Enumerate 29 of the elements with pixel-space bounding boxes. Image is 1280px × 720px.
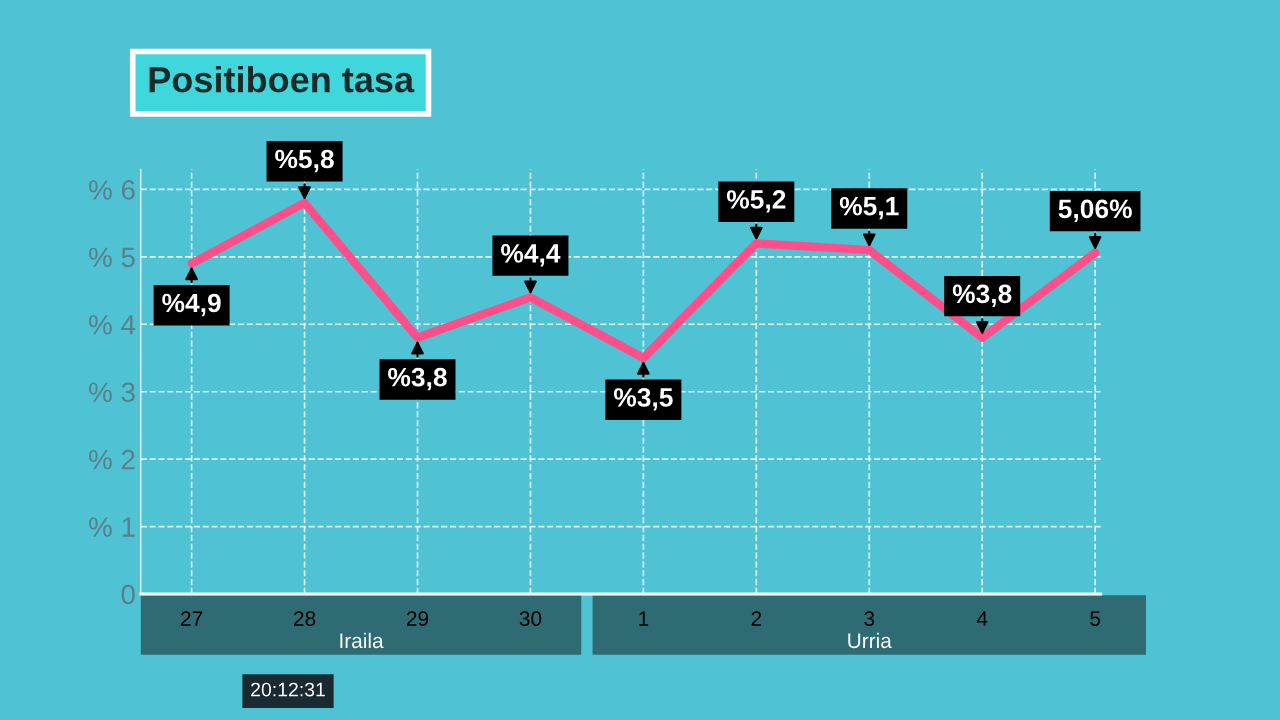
x-tick-label: 3	[864, 611, 875, 626]
x-tick-label: 5	[1090, 611, 1101, 626]
x-tick-label: 29	[406, 611, 429, 626]
x-tick-label: 1	[639, 611, 649, 626]
y-tick-label: % 6	[89, 180, 135, 200]
y-tick-label: % 2	[89, 449, 135, 470]
data-label: %3,5	[613, 388, 673, 411]
x-tick-label: 28	[294, 611, 316, 626]
x-tick-label: 27	[181, 611, 203, 626]
data-label: %3,8	[388, 367, 447, 391]
data-label: %5,8	[275, 149, 334, 173]
data-label: %4,4	[501, 244, 561, 267]
data-label: %4,9	[162, 293, 221, 317]
text: Iraila	[340, 632, 384, 649]
y-tick-label: % 1	[89, 517, 135, 537]
y-tick-label: % 4	[89, 315, 136, 335]
y-tick-label: % 5	[89, 247, 135, 268]
text: Urria	[848, 632, 892, 649]
x-tick-label: 4	[976, 611, 988, 626]
chart-title: Positiboen tasa	[149, 65, 415, 93]
data-label: %5,1	[839, 196, 899, 220]
data-label: 5,06%	[1058, 199, 1132, 223]
data-label: %5,2	[726, 190, 786, 213]
y-tick-label: % 3	[89, 382, 135, 403]
data-label: %3,8	[952, 284, 1012, 308]
x-tick-label: 2	[751, 611, 762, 626]
text: 20:12:31	[251, 682, 325, 697]
y-tick-label: 0	[121, 584, 135, 605]
x-tick-label: 30	[519, 611, 542, 626]
